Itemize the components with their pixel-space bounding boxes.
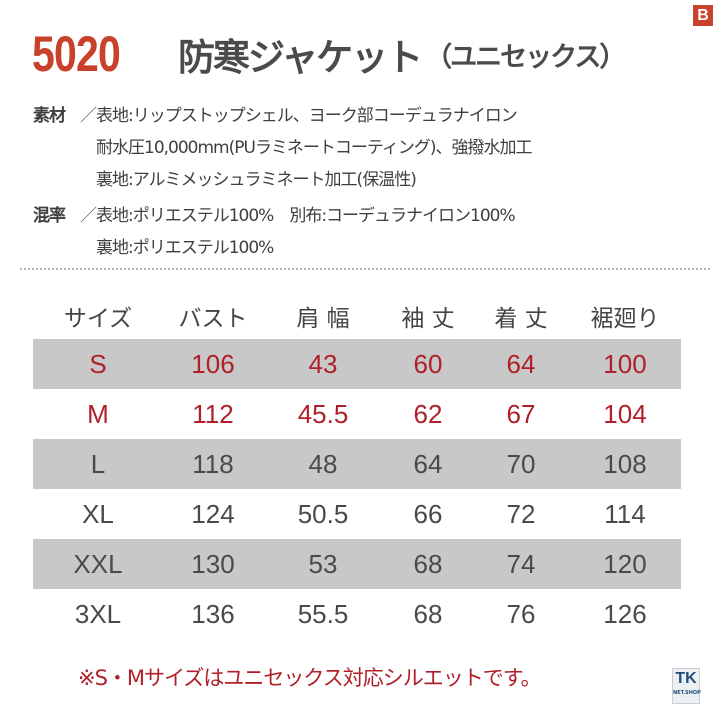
cell: 120 [603,548,647,579]
cell: 64 [506,348,536,379]
cell: 70 [506,448,536,479]
cell: 53 [308,548,338,579]
size-note: ※S・Mサイズはユニセックス対応シルエットです。 [78,666,542,690]
product-name: 防寒ジャケット [178,36,423,79]
table-row: S 106 43 60 64 100 [33,339,681,389]
cell: 64 [413,448,443,479]
shop-logo-sub: NET.SHOP [673,690,701,696]
cell: 130 [191,548,235,579]
cell: XL [82,498,114,529]
table-row: XXL 130 53 68 74 120 [33,539,681,589]
blend-line: 裏地:ポリエステル100% [96,238,274,258]
cell: 68 [413,598,443,629]
cell: 68 [413,548,443,579]
material-line: 耐水圧10,000mm(PUラミネートコーティング)、強撥水加工 [96,138,533,158]
header-bust: バスト [178,306,248,332]
table-row: M 112 45.5 62 67 104 [33,389,681,439]
dotted-divider [20,268,710,270]
blend-label: 混率 [33,206,66,226]
shop-logo: TK NET.SHOP [672,668,701,704]
header-size: サイズ [63,306,133,332]
product-subtitle: （ユニセックス） [425,41,626,73]
product-title: 5020 防寒ジャケット （ユニセックス） [32,26,626,82]
cell: L [90,448,106,479]
header-shoulder: 肩 幅 [296,306,350,332]
cell: 66 [413,498,443,529]
blend-line: 表地:ポリエステル100% 別布:コーデュラナイロン100% [96,206,516,226]
shop-logo-text: TK [675,670,697,687]
material-line: 表地:リップストップシェル、ヨーク部コーデュラナイロン [96,106,518,126]
material-spec: 素材 ／ 表地:リップストップシェル、ヨーク部コーデュラナイロン 耐水圧10,0… [33,100,533,264]
cell: 60 [413,348,443,379]
cell: 50.5 [297,498,349,529]
cell: 3XL [74,598,122,629]
material-label: 素材 [33,106,66,126]
material-line: 裏地:アルミメッシュラミネート加工(保温性) [96,170,417,190]
cell: 45.5 [297,398,349,429]
size-table: サイズ バスト 肩 幅 袖 丈 着 丈 裾廻り S 106 43 60 64 1… [33,293,681,639]
table-header: サイズ バスト 肩 幅 袖 丈 着 丈 裾廻り [33,293,681,339]
separator: ／ [80,206,97,226]
table-row: 3XL 136 55.5 68 76 126 [33,589,681,639]
cell: S [89,348,107,379]
header-length: 着 丈 [494,306,548,332]
header-sleeve: 袖 丈 [401,306,455,332]
cell: 126 [603,598,647,629]
header-hem: 裾廻り [590,306,660,332]
separator: ／ [80,106,97,126]
cell: 136 [191,598,235,629]
cell: 118 [192,448,234,479]
cell: 108 [603,448,647,479]
cell: 104 [603,398,647,429]
cell: 112 [192,398,234,429]
cell: 43 [308,348,338,379]
cell: M [87,398,109,429]
cell: 124 [191,498,235,529]
cell: 72 [506,498,536,529]
product-code: 5020 [32,26,121,82]
brand-logo: B [693,5,713,26]
cell: 67 [506,398,536,429]
table-row: XL 124 50.5 66 72 114 [33,489,681,539]
cell: 48 [308,448,338,479]
cell: 114 [604,498,646,529]
cell: 62 [413,398,443,429]
table-row: L 118 48 64 70 108 [33,439,681,489]
cell: 100 [603,348,647,379]
cell: XXL [73,548,123,579]
cell: 76 [506,598,536,629]
cell: 55.5 [297,598,349,629]
cell: 106 [191,348,235,379]
cell: 74 [506,548,536,579]
